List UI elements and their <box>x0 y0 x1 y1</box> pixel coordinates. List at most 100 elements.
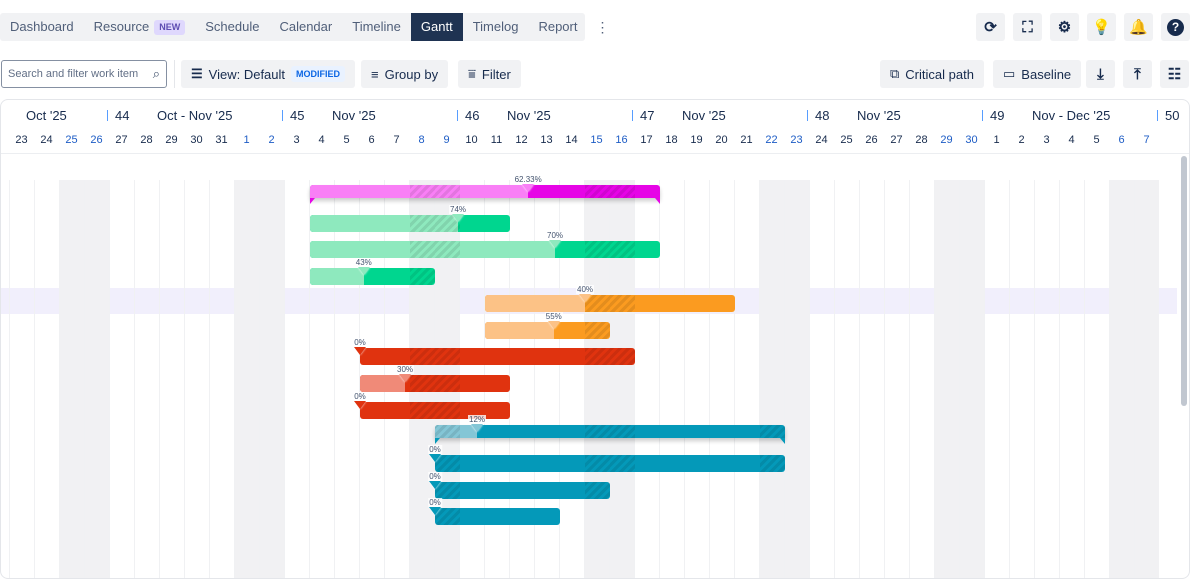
progress-handle[interactable] <box>399 373 411 382</box>
settings-sliders-button[interactable]: ☷ <box>1160 60 1189 88</box>
weekend-hatch <box>610 294 635 312</box>
tab-label: Timeline <box>352 19 401 34</box>
weekend-hatch <box>435 508 460 526</box>
tab-timeline[interactable]: Timeline <box>342 13 411 41</box>
day-column <box>834 180 859 578</box>
fullscreen-button[interactable]: ⛶ <box>1013 13 1042 41</box>
progress-handle[interactable] <box>522 184 535 192</box>
task-bar[interactable] <box>435 508 560 526</box>
view-button[interactable]: ☰ View: Default MODIFIED <box>181 60 356 88</box>
tab-report[interactable]: Report <box>528 13 587 41</box>
progress-label: 0% <box>428 471 442 481</box>
week-number: 47 <box>640 108 655 123</box>
summary-end-marker <box>780 438 785 445</box>
summary-start-marker <box>435 438 440 445</box>
task-progress <box>435 425 477 439</box>
day-column <box>309 180 334 578</box>
baseline-button[interactable]: ▭ Baseline <box>993 60 1082 88</box>
task-bar[interactable] <box>485 321 610 339</box>
day-column <box>709 180 734 578</box>
help-button[interactable]: ? <box>1161 13 1190 41</box>
weekend-hatch <box>435 241 460 259</box>
progress-handle[interactable] <box>354 400 366 409</box>
download-button[interactable]: ⤓ <box>1086 60 1115 88</box>
more-icon[interactable]: ⋮ <box>595 18 610 35</box>
day-label: 21 <box>740 134 753 146</box>
group-by-button[interactable]: ≡ Group by <box>361 60 449 88</box>
day-label: 14 <box>565 134 578 146</box>
task-bar[interactable] <box>310 241 660 259</box>
weekend-hatch <box>410 241 435 259</box>
tab-resource[interactable]: Resource NEW <box>84 13 196 41</box>
day-column <box>1084 180 1109 578</box>
day-label: 26 <box>865 134 878 146</box>
day-label: 28 <box>915 134 928 146</box>
task-bar[interactable] <box>310 214 510 232</box>
day-label: 29 <box>940 134 953 146</box>
progress-handle[interactable] <box>549 240 561 249</box>
vertical-scrollbar[interactable] <box>1181 156 1187 406</box>
new-badge: NEW <box>154 19 186 35</box>
task-bar[interactable] <box>360 374 510 392</box>
month-label: Nov '25 <box>682 108 726 123</box>
day-column <box>234 180 259 578</box>
upload-button[interactable]: ⤒ <box>1123 60 1152 88</box>
tab-label: Resource <box>93 19 150 34</box>
search-input[interactable]: Search and filter work item ⌕ <box>1 60 167 88</box>
task-bar[interactable] <box>360 401 510 419</box>
tab-gantt[interactable]: Gantt <box>410 13 463 41</box>
day-label: 1 <box>993 134 1000 146</box>
progress-handle[interactable] <box>429 454 441 462</box>
task-bar[interactable] <box>435 425 785 439</box>
task-bar[interactable] <box>310 185 660 198</box>
progress-handle[interactable] <box>579 293 591 302</box>
week-number: 50 <box>1165 108 1180 123</box>
progress-handle[interactable] <box>547 320 560 329</box>
day-column <box>1034 180 1059 578</box>
task-bar[interactable] <box>485 294 735 312</box>
progress-label: 0% <box>353 338 367 348</box>
refresh-button[interactable]: ⟳ <box>976 13 1005 41</box>
progress-handle[interactable] <box>357 267 370 276</box>
weekend-hatch <box>410 401 435 419</box>
task-bar[interactable] <box>360 348 635 366</box>
week-label: 49 <box>982 108 1004 123</box>
tab-timelog[interactable]: Timelog <box>463 13 529 41</box>
progress-label: 0% <box>353 391 367 401</box>
day-column <box>759 180 784 578</box>
tab-label: Dashboard <box>10 19 74 34</box>
filter-button[interactable]: ⩸ Filter <box>458 60 521 88</box>
day-label: 26 <box>90 134 103 146</box>
task-bar[interactable] <box>310 268 435 286</box>
progress-handle[interactable] <box>471 424 483 433</box>
lightbulb-button[interactable]: 💡 <box>1087 13 1116 41</box>
task-bar[interactable] <box>435 481 610 499</box>
tab-dashboard[interactable]: Dashboard <box>0 13 84 41</box>
progress-handle[interactable] <box>429 480 441 489</box>
divider <box>174 60 175 88</box>
week-divider <box>1157 110 1158 121</box>
day-label: 17 <box>640 134 653 146</box>
weekend-hatch <box>410 348 435 366</box>
tab-schedule[interactable]: Schedule <box>195 13 269 41</box>
task-progress <box>310 241 555 259</box>
notifications-button[interactable]: 🔔 <box>1124 13 1153 41</box>
day-column <box>359 180 384 578</box>
progress-handle[interactable] <box>354 347 366 356</box>
progress-handle[interactable] <box>429 507 441 516</box>
day-label: 13 <box>540 134 553 146</box>
weekend-hatch <box>610 241 635 259</box>
progress-handle[interactable] <box>452 213 464 222</box>
task-bar[interactable] <box>435 455 785 472</box>
day-column <box>934 180 959 578</box>
baseline-label: Baseline <box>1021 66 1072 82</box>
critical-path-button[interactable]: ⧉ Critical path <box>880 60 984 88</box>
tab-calendar[interactable]: Calendar <box>269 13 342 41</box>
weekend-hatch <box>585 185 610 198</box>
day-column <box>184 180 209 578</box>
upload-icon: ⤒ <box>1134 65 1141 83</box>
task-progress <box>310 185 529 198</box>
settings-button[interactable]: ⚙ <box>1050 13 1079 41</box>
week-number: 48 <box>815 108 830 123</box>
search-placeholder: Search and filter work item <box>8 68 139 80</box>
